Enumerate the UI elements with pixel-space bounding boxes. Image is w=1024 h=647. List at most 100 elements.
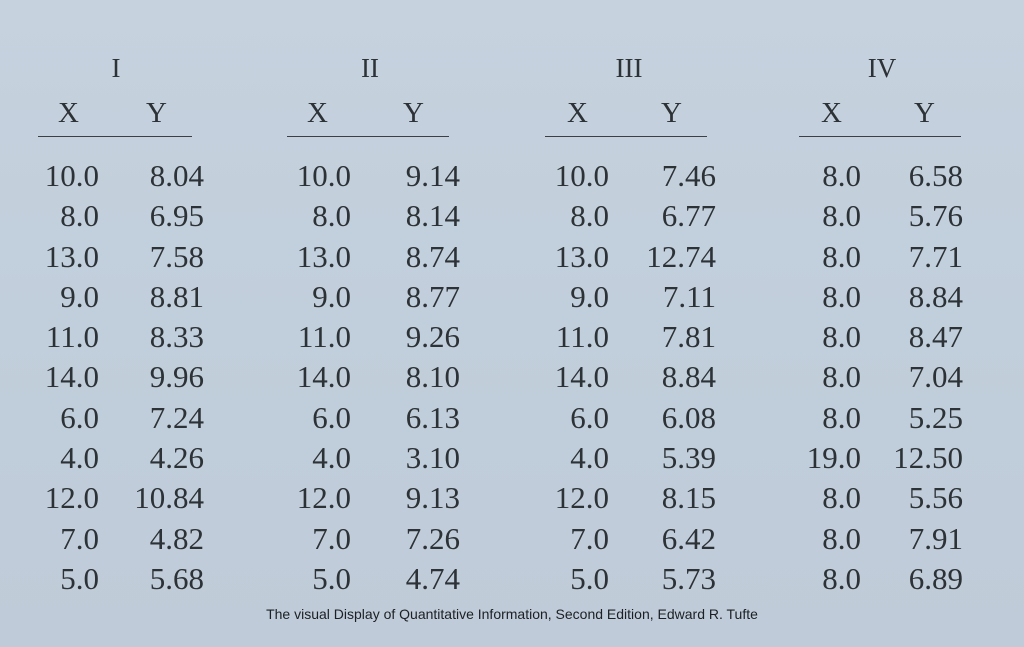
y-value: 7.04	[908, 359, 963, 395]
table-row: 8.0 5.25	[797, 398, 967, 438]
x-column-header: X	[821, 97, 842, 129]
table-row: 9.0 8.77	[285, 277, 460, 317]
y-value: 6.42	[661, 520, 716, 556]
y-value: 8.81	[149, 278, 204, 314]
table-row: 19.0 12.50	[797, 438, 967, 478]
x-value: 14.0	[554, 359, 609, 395]
table-row: 12.0 8.15	[543, 478, 716, 518]
table-row: 12.0 10.84	[36, 478, 204, 518]
y-value: 5.76	[908, 198, 963, 234]
table-row: 8.0 7.71	[797, 237, 967, 277]
x-value: 11.0	[297, 319, 351, 355]
x-value: 9.0	[570, 278, 609, 314]
y-value: 8.84	[661, 359, 716, 395]
y-value: 6.89	[908, 560, 963, 596]
table-row: 13.0 8.74	[285, 237, 460, 277]
y-value: 8.10	[405, 359, 460, 395]
x-value: 12.0	[554, 480, 609, 516]
y-value: 4.26	[149, 440, 204, 476]
y-column-header: Y	[661, 97, 682, 129]
x-column-header: X	[307, 97, 328, 129]
x-value: 9.0	[60, 278, 99, 314]
x-value: 13.0	[554, 238, 609, 274]
group-title: III	[615, 53, 643, 83]
x-value: 5.0	[60, 560, 99, 596]
x-value: 5.0	[570, 560, 609, 596]
table-row: 7.0 7.26	[285, 519, 460, 559]
y-value: 7.24	[149, 399, 204, 435]
group-title: I	[111, 53, 121, 83]
table-row: 4.0 5.39	[543, 438, 716, 478]
table-row: 8.0 6.89	[797, 559, 967, 599]
table-row: 6.0 6.08	[543, 398, 716, 438]
y-value: 6.08	[661, 399, 716, 435]
x-value: 10.0	[296, 158, 351, 193]
y-column-header: Y	[403, 97, 424, 129]
y-value: 6.77	[661, 198, 716, 234]
x-value: 5.0	[312, 560, 351, 596]
y-value: 5.56	[908, 480, 963, 516]
table-row: 11.0 7.81	[543, 317, 716, 357]
x-value: 8.0	[822, 198, 861, 234]
y-value: 5.39	[661, 440, 716, 476]
table-row: 14.0 9.96	[36, 357, 204, 397]
y-value: 5.73	[661, 560, 716, 596]
table-row: 11.0 8.33	[36, 317, 204, 357]
y-value: 7.26	[405, 520, 460, 556]
y-value: 7.81	[661, 319, 716, 355]
y-value: 8.77	[405, 278, 460, 314]
table-row: 8.0 6.95	[36, 196, 204, 236]
x-value: 6.0	[570, 399, 609, 435]
y-value: 8.47	[908, 319, 963, 355]
caption: The visual Display of Quantitative Infor…	[266, 606, 758, 622]
table-row: 6.0 7.24	[36, 398, 204, 438]
x-value: 6.0	[60, 399, 99, 435]
x-value: 7.0	[60, 520, 99, 556]
x-value: 10.0	[44, 158, 99, 193]
x-value: 9.0	[312, 278, 351, 314]
y-value: 8.74	[405, 238, 460, 274]
table-row: 8.0 6.77	[543, 196, 716, 236]
data-rows: 10.0 7.46 8.0 6.77 13.0 12.74 9.0 7.11 11.0 7.81 1…	[543, 156, 716, 599]
x-value: 4.0	[312, 440, 351, 476]
x-value: 11.0	[45, 319, 99, 355]
x-value: 8.0	[822, 238, 861, 274]
y-value: 6.95	[149, 198, 204, 234]
y-value: 5.25	[908, 399, 963, 435]
data-rows: 8.0 6.58 8.0 5.76 8.0 7.71 8.0 8.84 8.0 8.47 8.0 7.…	[797, 156, 967, 599]
y-value: 6.13	[405, 399, 460, 435]
x-value: 10.0	[554, 158, 609, 193]
y-value: 5.68	[149, 560, 204, 596]
x-value: 12.0	[44, 480, 99, 516]
x-value: 8.0	[822, 278, 861, 314]
table-row: 7.0 6.42	[543, 519, 716, 559]
table-row: 10.0 9.14	[285, 156, 460, 196]
y-value: 10.84	[134, 480, 204, 516]
y-column-header: Y	[146, 97, 167, 129]
y-value: 9.96	[149, 359, 204, 395]
table-row: 14.0 8.84	[543, 357, 716, 397]
header-rule	[38, 136, 192, 137]
y-value: 9.14	[405, 158, 460, 193]
y-value: 8.33	[149, 319, 204, 355]
x-value: 19.0	[806, 440, 861, 476]
y-value: 7.91	[908, 520, 963, 556]
y-value: 7.46	[661, 158, 716, 193]
table-group-2: II X Y 10.0 9.14 8.0 8.14 13.0 8.74 9.0 8.77 11.0 9.…	[285, 52, 460, 596]
table-row: 6.0 6.13	[285, 398, 460, 438]
x-value: 12.0	[296, 480, 351, 516]
table-group-1: I X Y 10.0 8.04 8.0 6.95 13.0 7.58 9.0 8.81 11.0 8.3…	[36, 52, 204, 596]
y-value: 9.13	[405, 480, 460, 516]
x-column-header: X	[567, 97, 588, 129]
table-row: 7.0 4.82	[36, 519, 204, 559]
table-group-4: IV X Y 8.0 6.58 8.0 5.76 8.0 7.71 8.0 8.84 8.0 8.47 8…	[797, 52, 967, 596]
x-value: 4.0	[570, 440, 609, 476]
y-value: 8.14	[405, 198, 460, 234]
table-row: 8.0 8.47	[797, 317, 967, 357]
x-value: 8.0	[60, 198, 99, 234]
table-row: 5.0 5.73	[543, 559, 716, 599]
table-row: 5.0 5.68	[36, 559, 204, 599]
y-value: 9.26	[405, 319, 460, 355]
